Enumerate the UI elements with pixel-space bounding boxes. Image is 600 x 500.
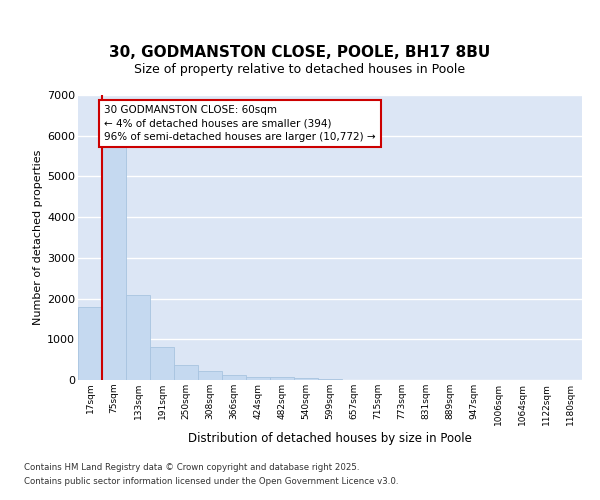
Bar	[150, 346, 174, 380]
Text: Contains HM Land Registry data © Crown copyright and database right 2025.: Contains HM Land Registry data © Crown c…	[24, 464, 359, 472]
Text: 30, GODMANSTON CLOSE, POOLE, BH17 8BU: 30, GODMANSTON CLOSE, POOLE, BH17 8BU	[109, 45, 491, 60]
Text: 30 GODMANSTON CLOSE: 60sqm
← 4% of detached houses are smaller (394)
96% of semi: 30 GODMANSTON CLOSE: 60sqm ← 4% of detac…	[104, 105, 376, 142]
Text: Size of property relative to detached houses in Poole: Size of property relative to detached ho…	[134, 62, 466, 76]
Bar	[126, 296, 150, 380]
Bar	[198, 371, 222, 380]
Text: Contains public sector information licensed under the Open Government Licence v3: Contains public sector information licen…	[24, 477, 398, 486]
Bar	[102, 144, 126, 380]
Bar	[270, 376, 294, 380]
Bar	[174, 366, 198, 380]
Bar	[294, 378, 318, 380]
Bar	[222, 375, 246, 380]
Bar	[318, 379, 342, 380]
X-axis label: Distribution of detached houses by size in Poole: Distribution of detached houses by size …	[188, 432, 472, 445]
Bar	[246, 376, 270, 380]
Bar	[78, 306, 102, 380]
Y-axis label: Number of detached properties: Number of detached properties	[33, 150, 43, 325]
